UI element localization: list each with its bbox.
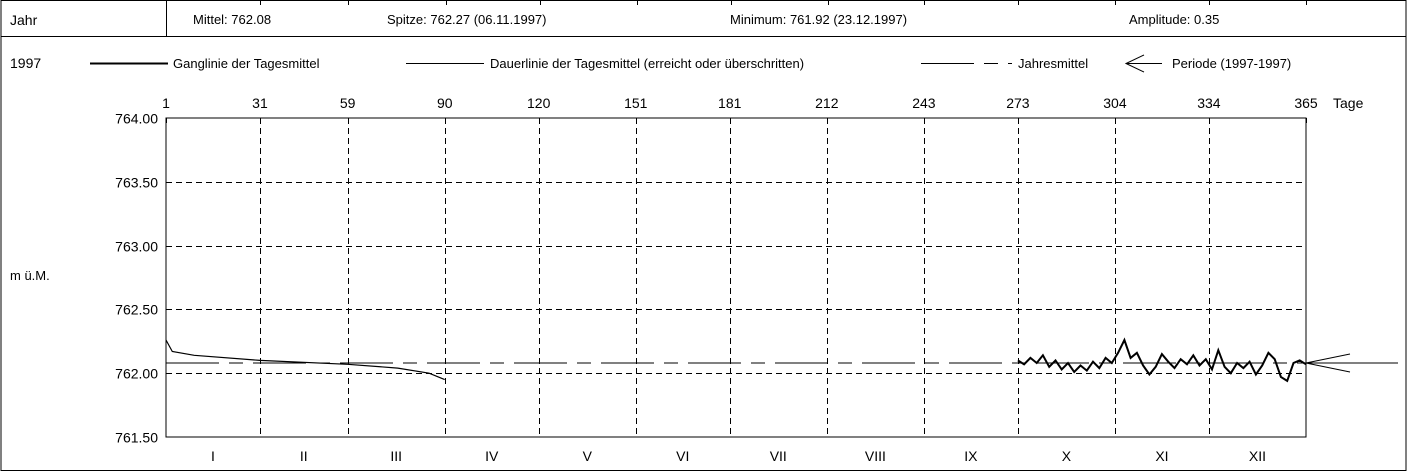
x-tick-label: 212 xyxy=(815,95,839,111)
month-label: VII xyxy=(770,448,787,464)
legend-ganglinie-label: Ganglinie der Tagesmittel xyxy=(173,56,320,71)
legend-dauerlinie-label: Dauerlinie der Tagesmittel (erreicht ode… xyxy=(490,56,804,71)
y-tick-label: 761.50 xyxy=(115,430,158,446)
month-label: VI xyxy=(676,448,689,464)
header-mittel: Mittel: 762.08 xyxy=(193,12,271,27)
header-label: Jahr xyxy=(10,12,38,28)
y-tick-label: 764.00 xyxy=(115,111,158,127)
x-axis-label: Tage xyxy=(1333,95,1364,111)
month-label: I xyxy=(211,448,215,464)
x-tick-label: 181 xyxy=(718,95,742,111)
header-ticks xyxy=(166,0,1307,5)
header-minimum: Minimum: 761.92 (23.12.1997) xyxy=(730,12,907,27)
legend-year: 1997 xyxy=(10,55,41,71)
month-label: IV xyxy=(485,448,499,464)
month-label: X xyxy=(1062,448,1072,464)
x-tick-label: 1 xyxy=(162,95,170,111)
legend-periode-arrow xyxy=(1124,54,1162,73)
legend-jahresmittel-label: Jahresmittel xyxy=(1018,56,1088,71)
month-label: XI xyxy=(1155,448,1168,464)
y-tick-label: 762.00 xyxy=(115,366,158,382)
x-tick-label: 243 xyxy=(912,95,936,111)
header-amplitude: Amplitude: 0.35 xyxy=(1129,12,1219,27)
y-tick-label: 763.00 xyxy=(115,239,158,255)
month-label: III xyxy=(390,448,402,464)
legend-periode-label: Periode (1997-1997) xyxy=(1172,56,1291,71)
y-axis-label: m ü.M. xyxy=(10,268,50,283)
x-tick-label: 59 xyxy=(340,95,356,111)
month-label: IX xyxy=(964,448,978,464)
periode-arrow-head xyxy=(1305,353,1351,373)
y-tick-label: 763.50 xyxy=(115,175,158,191)
plot-area: 1 31 59 90 120 151 181 212 243 273 304 334 365 764.00… xyxy=(115,95,1398,464)
x-tick-label: 31 xyxy=(252,95,268,111)
ganglinie-line xyxy=(1017,337,1307,383)
x-tick-label: 365 xyxy=(1294,95,1318,111)
x-tick-label: 90 xyxy=(437,95,453,111)
x-tick-label: 151 xyxy=(624,95,648,111)
x-tick-label: 334 xyxy=(1197,95,1221,111)
y-tick-label: 762.50 xyxy=(115,302,158,318)
month-label: V xyxy=(583,448,593,464)
plot-frame xyxy=(165,117,1307,438)
month-label: XII xyxy=(1249,448,1266,464)
x-tick-label: 304 xyxy=(1103,95,1127,111)
x-tick-label: 120 xyxy=(527,95,551,111)
header-spitze: Spitze: 762.27 (06.11.1997) xyxy=(387,12,547,27)
month-label: II xyxy=(300,448,308,464)
x-tick-label: 273 xyxy=(1006,95,1030,111)
month-label: VIII xyxy=(865,448,886,464)
dauerlinie-line xyxy=(165,339,445,381)
